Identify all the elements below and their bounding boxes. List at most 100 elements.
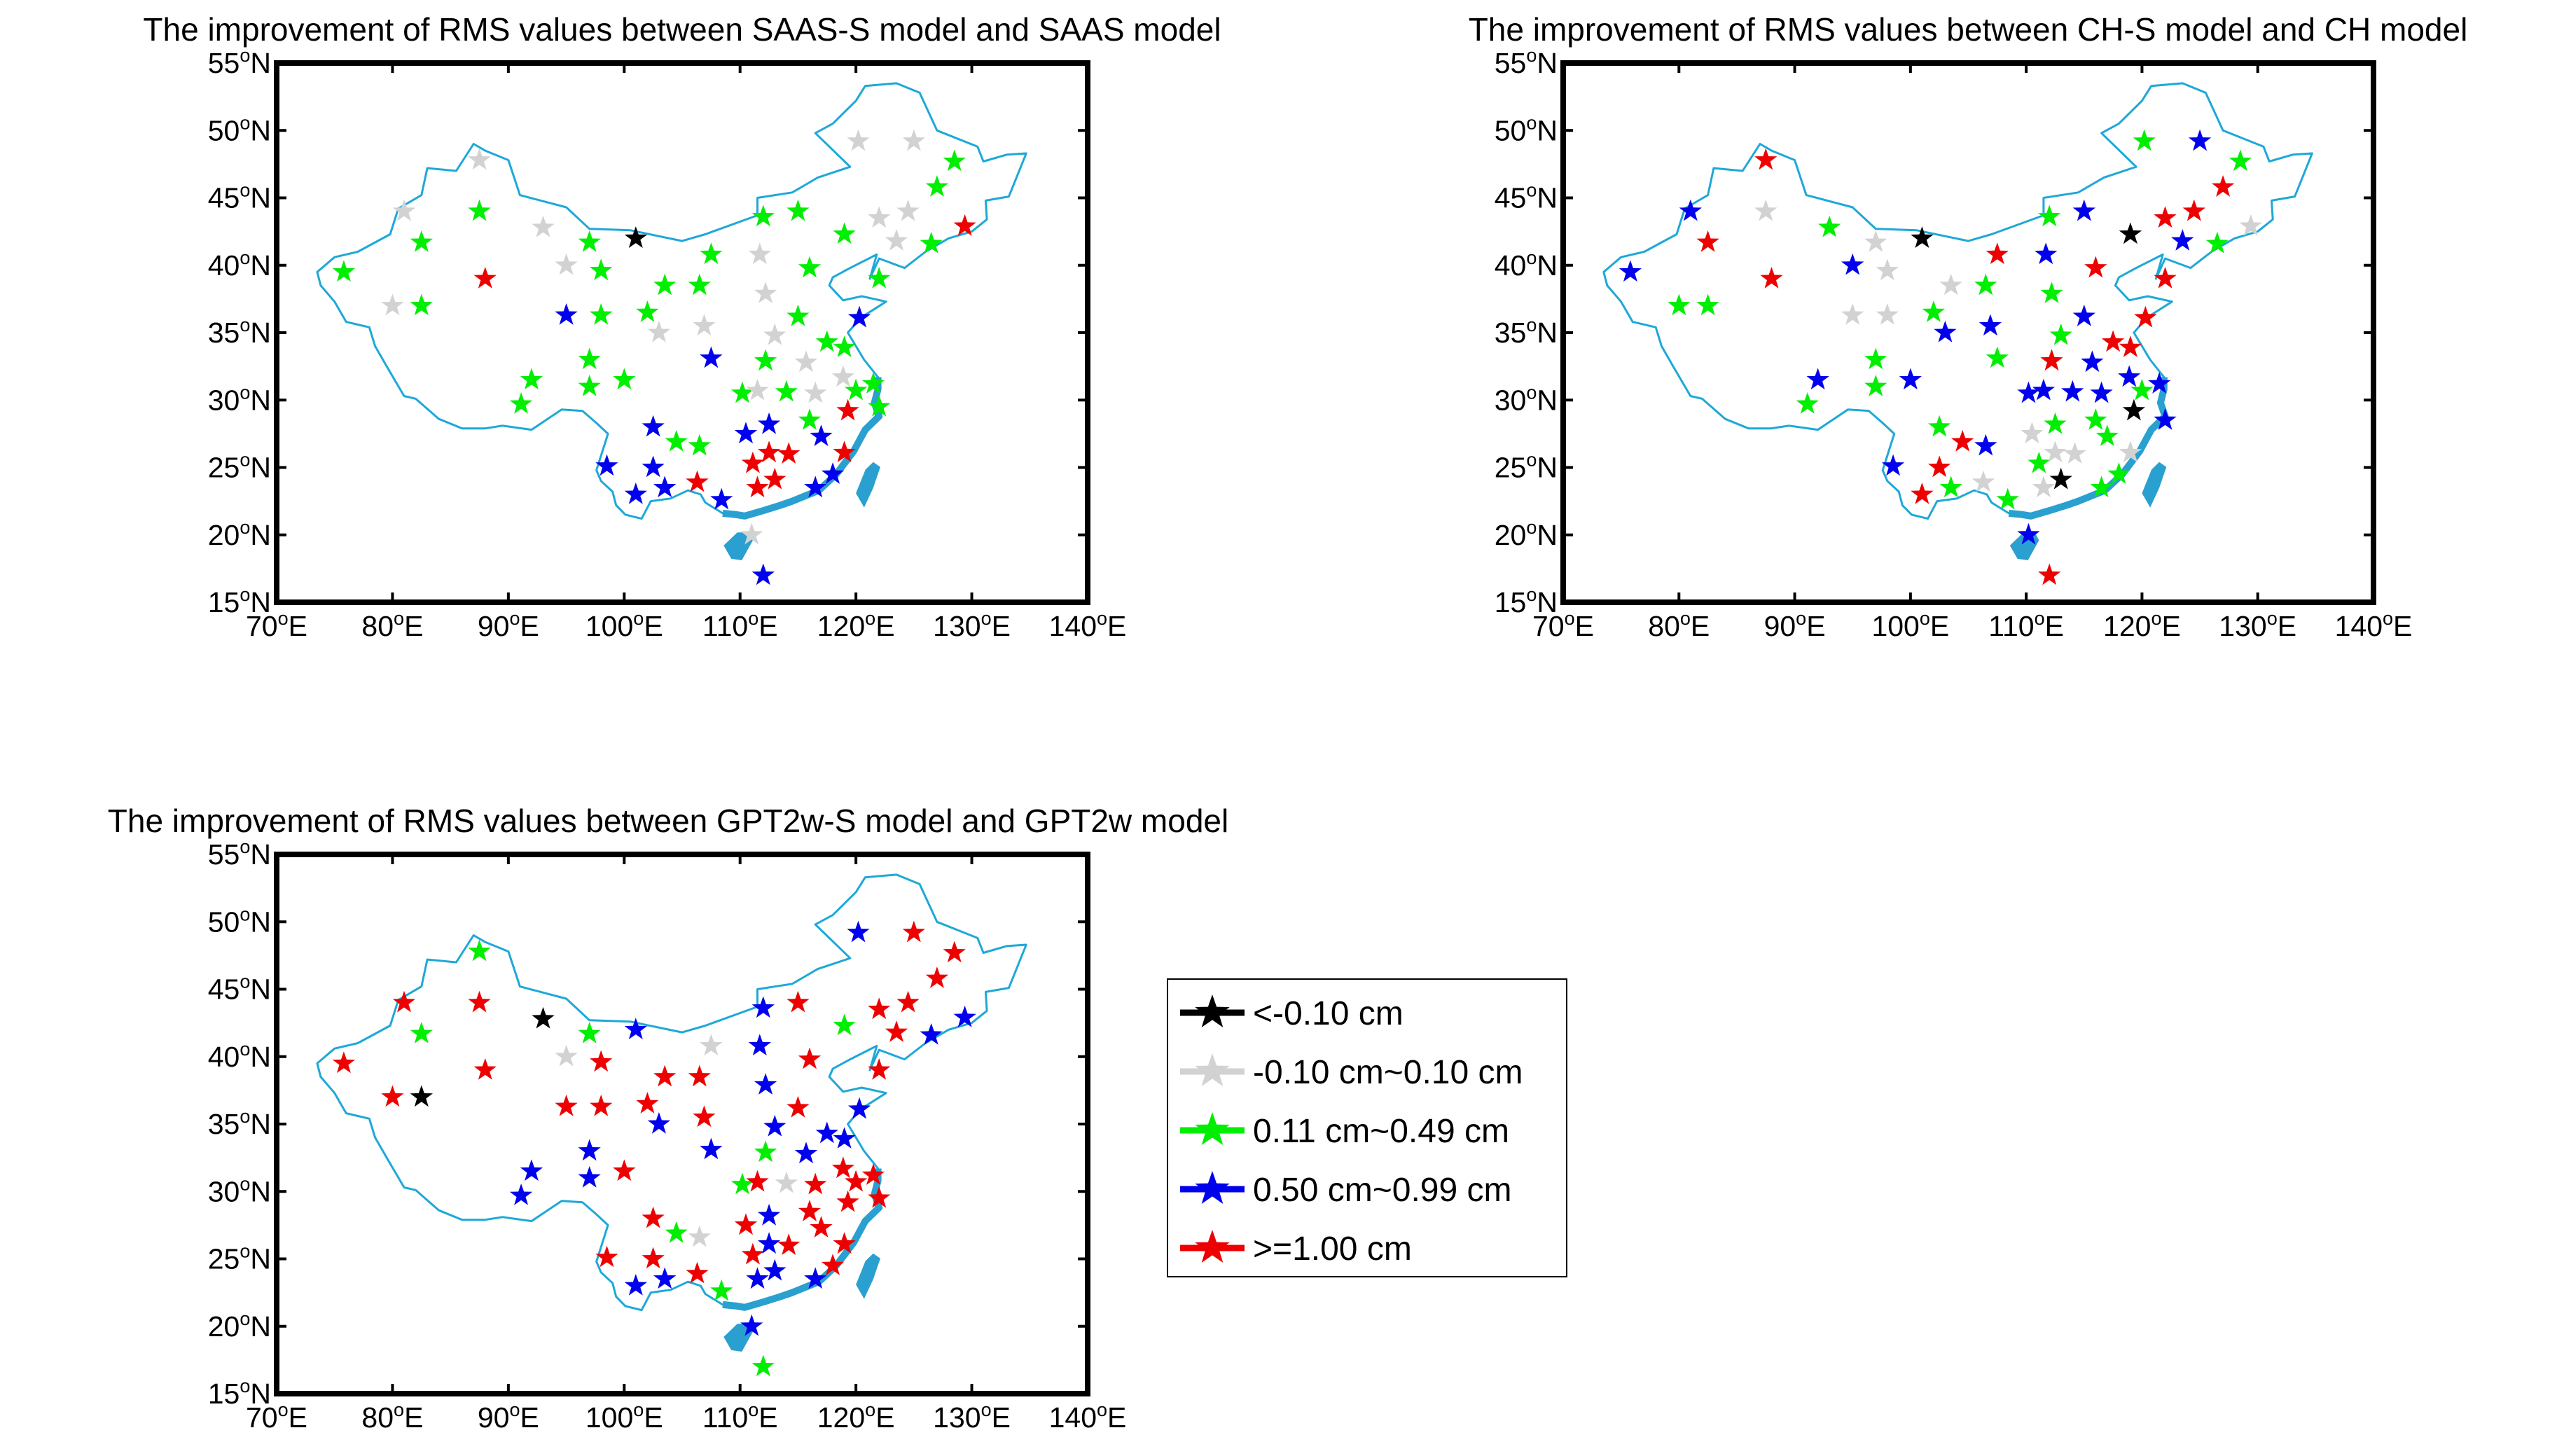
station-star (578, 375, 601, 396)
x-tick-label: 100oE (1871, 608, 1949, 642)
station-star (1668, 293, 1691, 316)
station-star (920, 1023, 943, 1045)
station-star (821, 462, 845, 484)
station-star (2032, 476, 2056, 498)
station-star (555, 1044, 578, 1067)
station-star (786, 1095, 810, 1118)
station-star (1760, 267, 1783, 289)
station-star (332, 1051, 356, 1074)
station-star (642, 1206, 665, 1228)
station-star (653, 476, 677, 498)
station-star (2017, 381, 2040, 403)
station-star (2119, 335, 2142, 357)
taiwan-island (856, 1253, 880, 1299)
station-star (2119, 441, 2142, 463)
station-star (896, 199, 920, 221)
legend-label: >=1.00 cm (1253, 1230, 1412, 1268)
station-star (746, 1267, 769, 1289)
station-star (555, 253, 578, 275)
legend-label: <-0.10 cm (1253, 995, 1404, 1032)
station-star (833, 222, 856, 244)
station-star (509, 1184, 533, 1205)
station-star (532, 215, 555, 237)
station-star (861, 1163, 885, 1185)
station-star (833, 335, 856, 357)
station-star (740, 1314, 763, 1336)
station-star (700, 1137, 723, 1160)
station-star (2101, 330, 2125, 352)
x-tick-label: 130oE (933, 608, 1011, 642)
station-star (595, 1245, 618, 1268)
station-star (410, 1022, 433, 1044)
station-star (754, 1140, 777, 1163)
station-star (861, 372, 885, 394)
y-tick-label: 25oN (208, 1241, 271, 1275)
station-star (847, 1097, 871, 1119)
station-star (1876, 258, 1899, 281)
station-star (1934, 321, 1957, 342)
station-star (902, 129, 925, 151)
station-star (410, 293, 433, 316)
y-tick-label: 25oN (1495, 450, 1558, 484)
station-star (831, 1156, 855, 1179)
station-star (845, 378, 868, 401)
y-tick-label: 40oN (208, 1039, 271, 1073)
station-star (920, 231, 943, 254)
station-star (2061, 380, 2084, 402)
panel-ch: The improvement of RMS values between CH… (1469, 11, 2468, 642)
station-star (392, 199, 416, 221)
station-star (943, 149, 966, 172)
legend-star (1195, 994, 1230, 1027)
station-star (2044, 412, 2067, 434)
station-star (1922, 300, 1946, 322)
station-star (624, 226, 647, 248)
station-star (734, 422, 758, 444)
station-star (845, 1170, 868, 1192)
station-star (688, 434, 711, 456)
y-tick-label: 20oN (208, 1308, 271, 1343)
station-star (613, 368, 636, 390)
station-star (1996, 487, 2019, 510)
station-star (763, 323, 786, 345)
station-star (730, 1172, 754, 1195)
station-star (1679, 199, 1702, 221)
station-star (798, 408, 822, 430)
station-star (693, 1105, 716, 1128)
station-star (1971, 470, 1995, 492)
station-star (590, 1050, 613, 1072)
station-star (751, 563, 775, 585)
x-tick-label: 140oE (1049, 1399, 1127, 1434)
station-star (836, 1190, 859, 1212)
y-tick-label: 35oN (208, 314, 271, 349)
station-star (847, 920, 870, 943)
station-star (624, 1274, 647, 1296)
station-star (1986, 242, 2009, 265)
station-star (925, 966, 949, 988)
hainan-island (723, 1324, 754, 1352)
station-star (473, 267, 497, 289)
y-tick-label: 15oN (208, 1375, 271, 1410)
station-star (2072, 199, 2095, 221)
station-star (468, 990, 491, 1013)
legend-label: -0.10 cm~0.10 cm (1253, 1054, 1523, 1091)
station-star (686, 1261, 709, 1284)
station-star (763, 1259, 786, 1281)
station-star (700, 1034, 723, 1056)
station-star (520, 368, 543, 390)
station-star (798, 1047, 822, 1069)
station-star (2038, 204, 2061, 227)
x-tick-label: 110oE (702, 608, 778, 642)
station-star (757, 412, 781, 434)
station-star (2134, 305, 2157, 328)
x-tick-label: 70oE (1532, 608, 1594, 642)
station-star (751, 1354, 775, 1377)
station-star (686, 470, 709, 492)
station-star (1911, 483, 1934, 504)
x-tick-label: 90oE (478, 608, 539, 642)
panel-title: The improvement of RMS values between SA… (143, 11, 1221, 48)
station-star (1911, 226, 1934, 248)
x-tick-label: 110oE (1988, 608, 2064, 642)
station-star (741, 451, 765, 473)
station-star (688, 1065, 711, 1087)
